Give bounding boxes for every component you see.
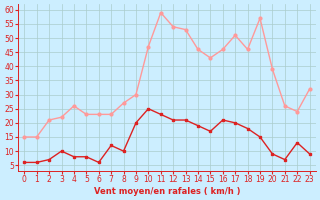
X-axis label: Vent moyen/en rafales ( km/h ): Vent moyen/en rafales ( km/h ) [94,187,240,196]
